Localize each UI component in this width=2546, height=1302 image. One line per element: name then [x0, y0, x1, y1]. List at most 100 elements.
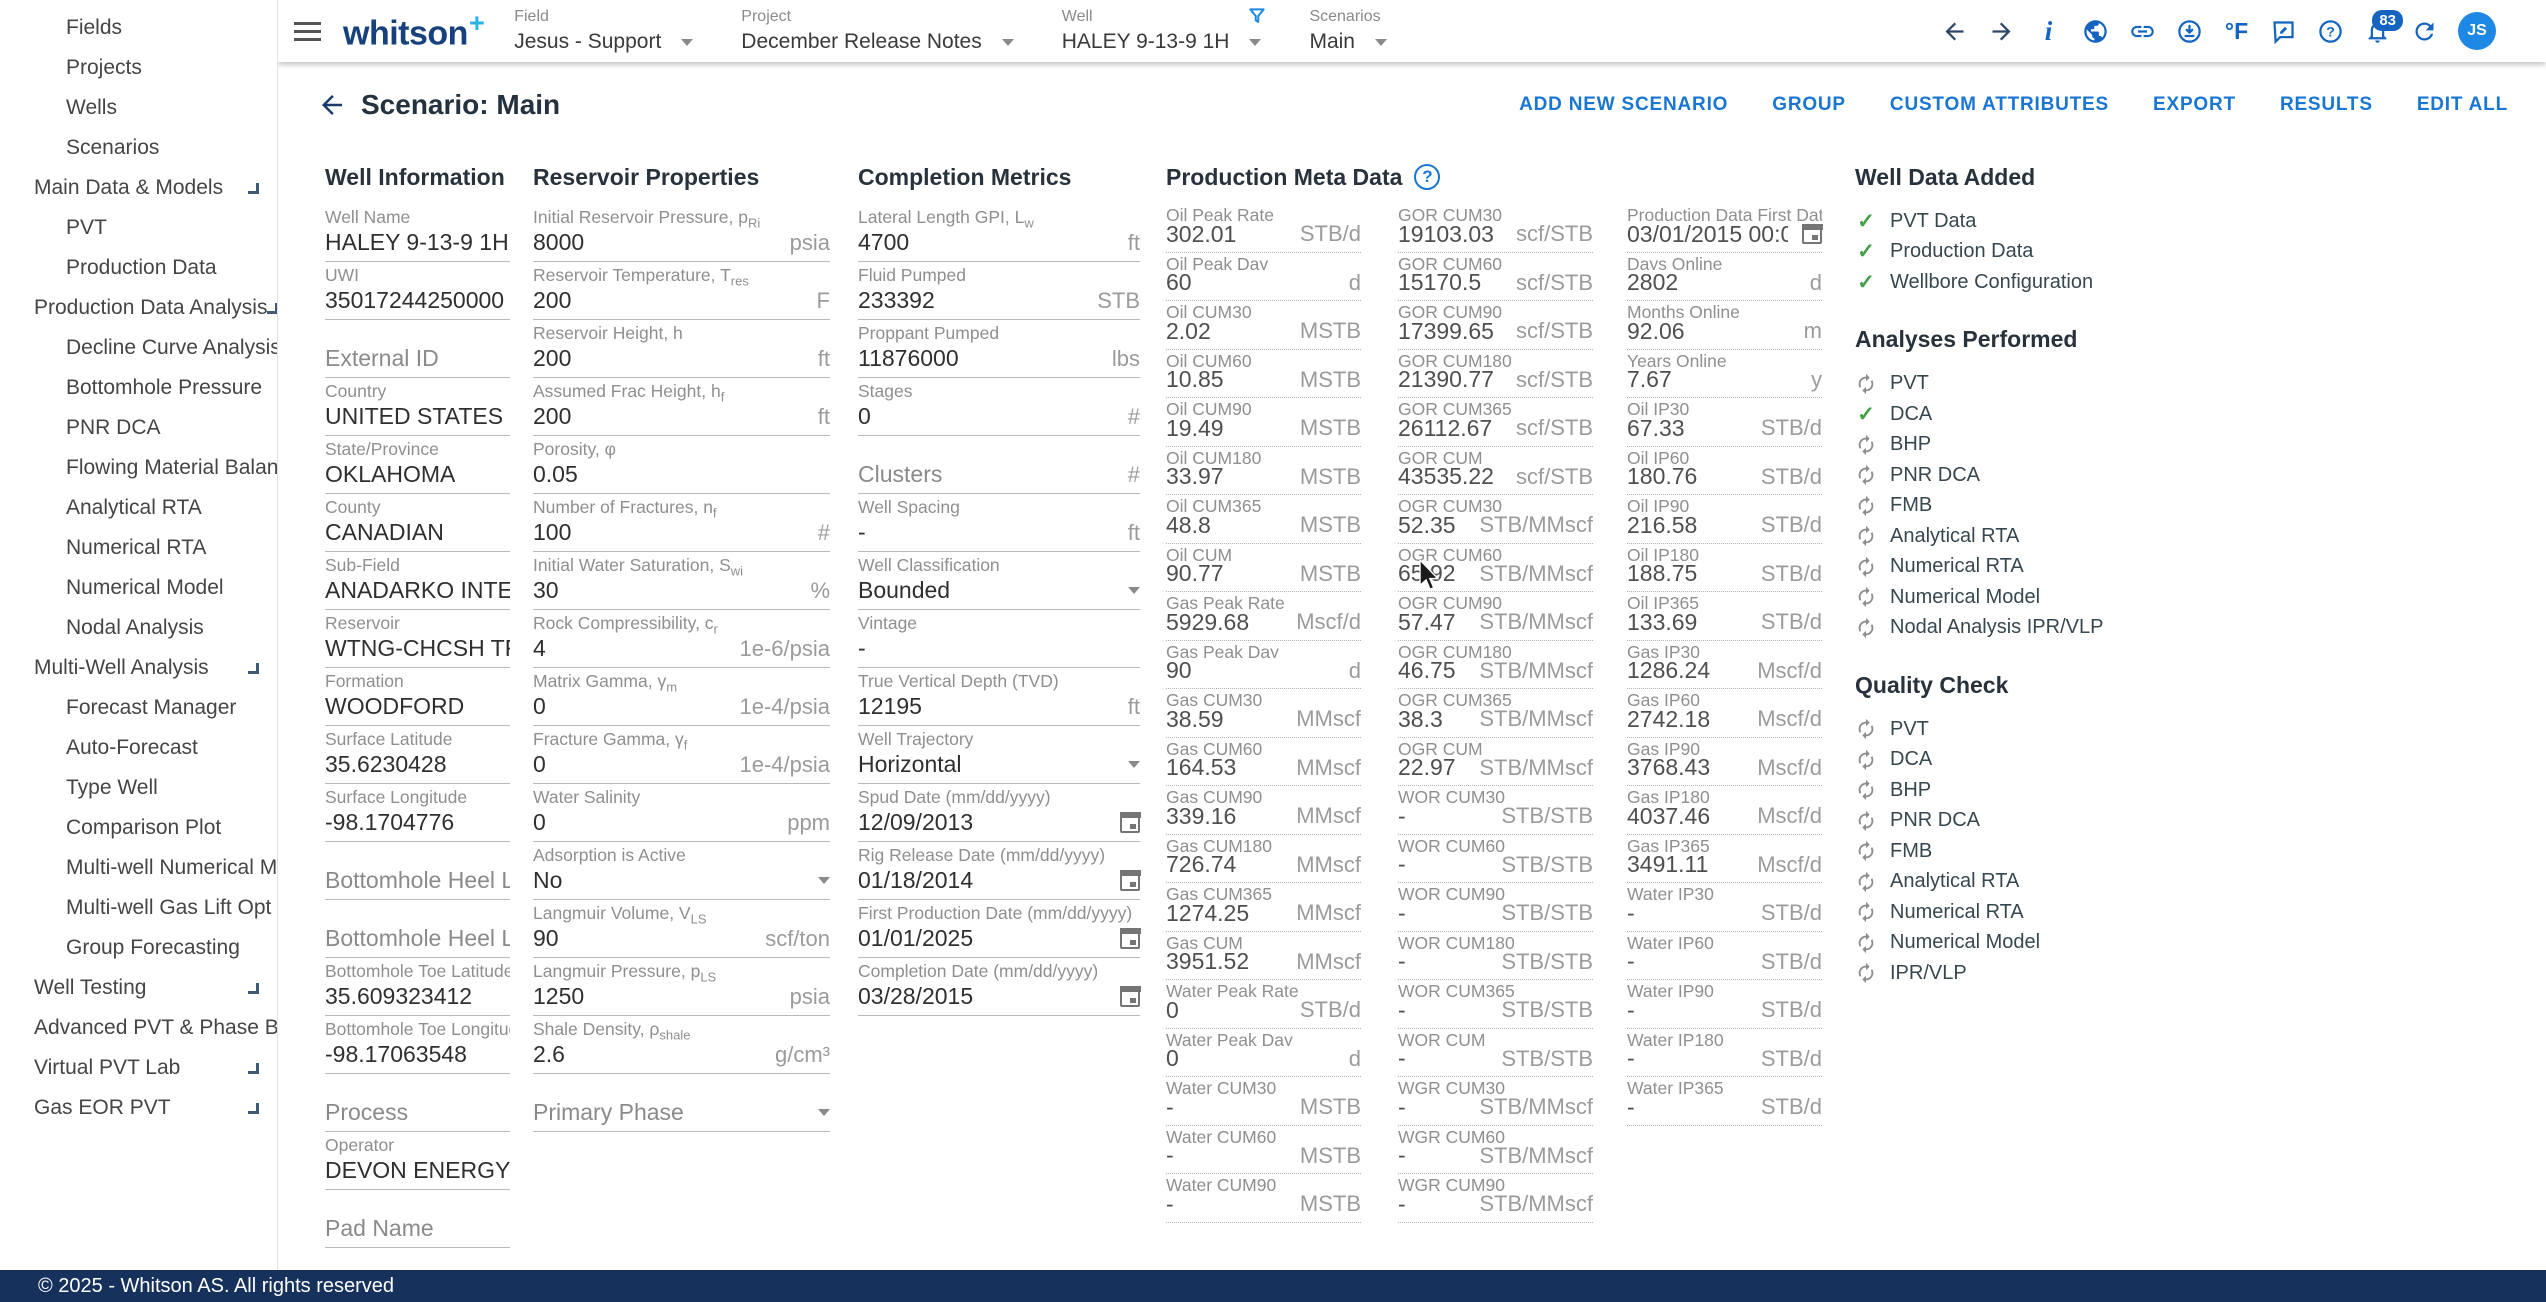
refresh-icon[interactable]: [2411, 18, 2438, 45]
forward-icon[interactable]: [1988, 18, 2015, 45]
calendar-icon[interactable]: [1801, 223, 1823, 244]
field-row[interactable]: Fracture Gamma, γf 0 1e-4/psia: [533, 726, 830, 784]
notifications-icon[interactable]: 83: [2364, 9, 2403, 45]
scenario-selector[interactable]: Scenarios Main: [1309, 8, 1387, 54]
sidebar-item[interactable]: Analytical RTA: [0, 488, 277, 528]
chevron-icon[interactable]: [267, 302, 277, 314]
sidebar-item[interactable]: Fields: [0, 8, 277, 48]
header-action-button[interactable]: CUSTOM ATTRIBUTES: [1888, 88, 2111, 122]
field-row[interactable]: Reservoir Height, h 200 ft: [533, 320, 830, 378]
field-value[interactable]: WOODFORD: [325, 693, 465, 719]
field-value[interactable]: -98.17063548: [325, 1041, 467, 1067]
field-row[interactable]: Well Name HALEY 9-13-9 1H: [325, 204, 510, 262]
field-row[interactable]: Reserves Classificat...: [325, 1248, 510, 1270]
field-value[interactable]: 0: [533, 751, 546, 778]
calendar-icon[interactable]: [1119, 928, 1141, 949]
field-placeholder[interactable]: Process: [325, 1099, 409, 1125]
field-value[interactable]: WTNG-CHCSH TREND: [325, 635, 510, 661]
field-row[interactable]: Completion Date (mm/dd/yyyy) 03/28/2015: [858, 958, 1141, 1016]
field-value[interactable]: 01/01/2025: [858, 925, 974, 951]
field-value[interactable]: 35017244250000: [325, 287, 505, 313]
field-row[interactable]: Lateral Length GPI, Lw 4700 ft: [858, 204, 1140, 262]
filter-icon[interactable]: [1247, 6, 1267, 26]
field-value[interactable]: -: [858, 519, 866, 545]
status-item[interactable]: ✓ DCA: [1855, 399, 2360, 430]
chevron-icon[interactable]: [248, 662, 259, 674]
status-item[interactable]: Numerical Model: [1855, 928, 2360, 959]
sidebar-item[interactable]: Advanced PVT & Phase Beha...: [0, 1008, 277, 1048]
field-value[interactable]: 200: [533, 345, 572, 371]
calendar-icon[interactable]: [1119, 986, 1141, 1007]
back-button[interactable]: [317, 90, 347, 120]
field-value[interactable]: -98.1704776: [325, 809, 455, 835]
field-value[interactable]: 0: [858, 403, 871, 429]
sidebar-item[interactable]: Numerical RTA: [0, 528, 277, 568]
field-value[interactable]: 4700: [858, 229, 910, 256]
sidebar-item[interactable]: Wells: [0, 88, 277, 128]
status-item[interactable]: IPR/VLP: [1855, 958, 2360, 989]
field-row[interactable]: Langmuir Volume, VLS 90 scf/ton: [533, 900, 830, 958]
dropdown-caret-icon[interactable]: [1128, 761, 1140, 768]
field-value[interactable]: 4: [533, 635, 546, 662]
sidebar-item[interactable]: Scenarios: [0, 128, 277, 168]
field-placeholder[interactable]: Bottomhole Heel Lo...: [325, 925, 510, 951]
info-icon[interactable]: i: [2044, 15, 2053, 46]
sidebar-item[interactable]: PVT: [0, 208, 277, 248]
field-row[interactable]: Rig Release Date (mm/dd/yyyy) 01/18/2014: [858, 842, 1141, 900]
field-row[interactable]: Well Spacing - ft: [858, 494, 1140, 552]
dropdown-caret-icon[interactable]: [1128, 587, 1140, 594]
field-row[interactable]: Assumed Frac Height, hf 200 ft: [533, 378, 830, 436]
status-item[interactable]: BHP: [1855, 775, 2360, 806]
field-row[interactable]: Bottomhole Toe Longitude -98.17063548: [325, 1016, 510, 1074]
chevron-icon[interactable]: [248, 1062, 259, 1074]
field-row[interactable]: Bottomhole Toe Latitude 35.609323412: [325, 958, 510, 1016]
field-row[interactable]: Process: [325, 1074, 510, 1132]
sidebar-item[interactable]: Flowing Material Balance: [0, 448, 277, 488]
dropdown-caret-icon[interactable]: [818, 877, 830, 884]
field-row[interactable]: Shale Density, ρshale 2.6 g/cm³: [533, 1016, 830, 1074]
dropdown-caret-icon[interactable]: [818, 1109, 830, 1116]
sidebar-item[interactable]: Group Forecasting: [0, 928, 277, 968]
field-row[interactable]: Number of Fractures, nf 100 #: [533, 494, 830, 552]
header-action-button[interactable]: EXPORT: [2151, 88, 2238, 122]
field-row[interactable]: Porosity, φ 0.05: [533, 436, 830, 494]
chevron-icon[interactable]: [248, 182, 259, 194]
field-row[interactable]: Rock Compressibility, cr 4 1e-6/psia: [533, 610, 830, 668]
header-action-button[interactable]: RESULTS: [2278, 88, 2375, 122]
sidebar-item[interactable]: Comparison Plot: [0, 808, 277, 848]
field-value[interactable]: OKLAHOMA: [325, 461, 456, 487]
field-row[interactable]: Reservoir WTNG-CHCSH TREND: [325, 610, 510, 668]
field-row[interactable]: County CANADIAN: [325, 494, 510, 552]
field-value[interactable]: DEVON ENERGY PRODUC: [325, 1157, 510, 1183]
field-row[interactable]: Surface Latitude 35.6230428: [325, 726, 510, 784]
field-row[interactable]: Well Trajectory Horizontal: [858, 726, 1140, 784]
chevron-icon[interactable]: [248, 1102, 259, 1114]
field-selector[interactable]: Field Jesus - Support: [514, 8, 694, 54]
status-item[interactable]: DCA: [1855, 745, 2360, 776]
field-row[interactable]: Initial Reservoir Pressure, pRi 8000 psi…: [533, 204, 830, 262]
field-row[interactable]: Adsorption is Active No: [533, 842, 830, 900]
status-item[interactable]: Analytical RTA: [1855, 867, 2360, 898]
field-row[interactable]: Surface Longitude -98.1704776: [325, 784, 510, 842]
field-value[interactable]: 90: [533, 925, 559, 952]
field-placeholder[interactable]: Pad Name: [325, 1215, 434, 1241]
field-value[interactable]: ANADARKO INTERMEDIAT: [325, 577, 510, 603]
field-row[interactable]: Primary Phase: [533, 1074, 830, 1132]
field-value[interactable]: 100: [533, 519, 572, 546]
field-row[interactable]: Clusters #: [858, 436, 1140, 494]
feedback-icon[interactable]: [2270, 18, 2297, 45]
calendar-icon[interactable]: [1119, 812, 1141, 833]
status-item[interactable]: Nodal Analysis IPR/VLP: [1855, 613, 2360, 644]
field-row[interactable]: Spud Date (mm/dd/yyyy) 12/09/2013: [858, 784, 1141, 842]
field-value[interactable]: 0.05: [533, 461, 578, 487]
field-row[interactable]: First Production Date (mm/dd/yyyy) 01/01…: [858, 900, 1141, 958]
field-row[interactable]: Formation WOODFORD: [325, 668, 510, 726]
field-value[interactable]: No: [533, 867, 563, 893]
status-item[interactable]: PNR DCA: [1855, 460, 2360, 491]
menu-icon[interactable]: [294, 21, 321, 41]
sidebar-item[interactable]: Projects: [0, 48, 277, 88]
sidebar-item[interactable]: Multi-well Gas Lift Opt: [0, 888, 277, 928]
temperature-unit-toggle[interactable]: °F: [2224, 17, 2249, 44]
help-icon[interactable]: ?: [1414, 164, 1441, 190]
sidebar-item[interactable]: Production Data: [0, 248, 277, 288]
